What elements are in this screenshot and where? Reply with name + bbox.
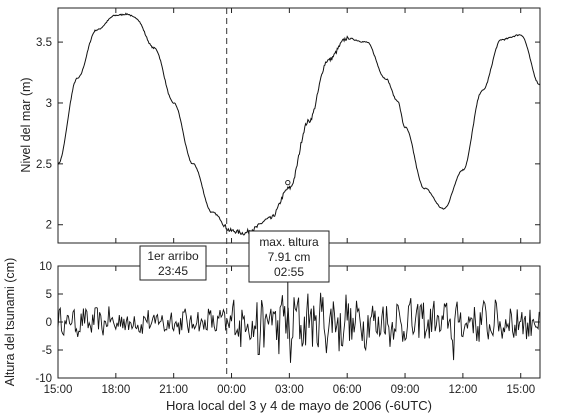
max-height-value: 7.91 cm <box>268 250 311 264</box>
y-tick-label: 5 <box>46 289 52 301</box>
y-tick-label: 0 <box>46 317 52 329</box>
max-height-time: 02:55 <box>274 265 304 279</box>
x-tick-label: 15:00 <box>506 384 535 396</box>
first-arrival-box <box>139 245 207 281</box>
y-tick-label: -10 <box>35 373 52 385</box>
sea-level-y-ticks: 2 2.5 3 3.5 <box>36 37 540 232</box>
x-tick-label: 09:00 <box>391 384 420 396</box>
x-tick-label: 12:00 <box>448 384 477 396</box>
first-arrival-annotation: 1er arribo 23:45 <box>139 245 207 281</box>
sea-level-panel: 2 2.5 3 3.5 Nivel del mar (m) <box>19 7 541 244</box>
x-tick-label: 03:00 <box>275 384 304 396</box>
y-tick-label: 2 <box>46 220 52 232</box>
y-tick-label: 2.5 <box>36 159 52 171</box>
tsunami-panel: -10 -5 0 5 10 15:00 18:00 21:00 00:00 03:00 06:00… <box>3 258 541 413</box>
y-tick-label: 10 <box>39 261 52 273</box>
sea-level-axes-frame <box>57 7 541 244</box>
x-axis-label: Hora local del 3 y 4 de mayo de 2006 (-6… <box>166 398 432 413</box>
sea-level-max-marker <box>285 179 291 186</box>
first-arrival-time: 23:45 <box>158 264 188 278</box>
y-tick-label: 3 <box>46 98 52 110</box>
y-tick-label: 3.5 <box>36 37 52 49</box>
sea-level-y-label: Nivel del mar (m) <box>19 77 33 172</box>
tsunami-series-line <box>57 292 540 363</box>
x-tick-label: 21:00 <box>159 384 188 396</box>
y-tick-label: -5 <box>42 345 52 357</box>
first-arrival-label: 1er arribo <box>147 249 199 263</box>
sea-level-series-line <box>57 12 541 236</box>
tsunami-x-ticks: 15:00 18:00 21:00 00:00 03:00 06:00 09:00 12:00… <box>44 266 535 396</box>
x-tick-label: 15:00 <box>44 384 73 396</box>
tsunami-y-label: Altura del tsunami (cm) <box>3 258 17 387</box>
x-tick-label: 00:00 <box>217 384 246 396</box>
tsunami-y-ticks: -10 -5 0 5 10 <box>35 261 540 385</box>
x-tick-label: 06:00 <box>333 384 362 396</box>
x-tick-label: 18:00 <box>101 384 130 396</box>
